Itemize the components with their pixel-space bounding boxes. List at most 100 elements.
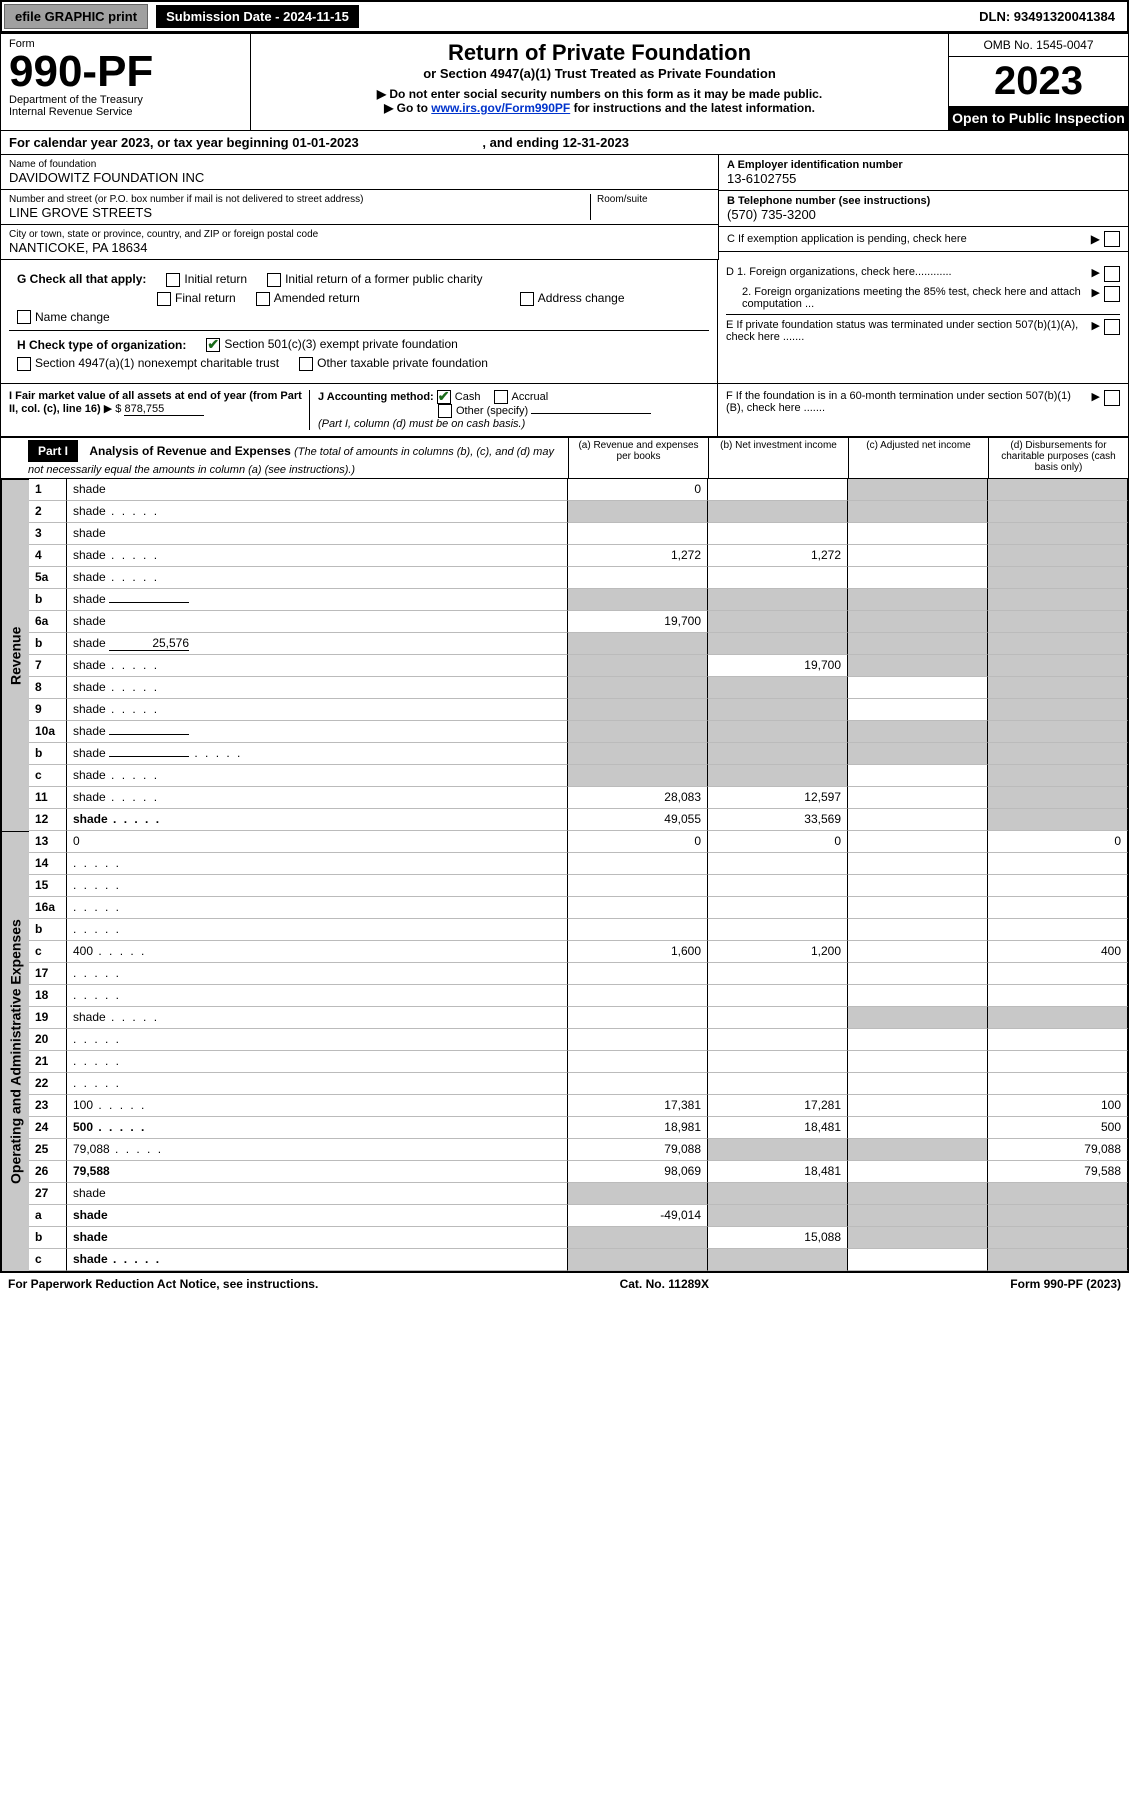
line-number: 2: [29, 501, 67, 523]
j-cash-checkbox[interactable]: [437, 390, 451, 404]
cell-value: [708, 1007, 848, 1029]
j-other-checkbox[interactable]: [438, 404, 452, 418]
cell-value: [848, 853, 988, 875]
calendar-year-line: For calendar year 2023, or tax year begi…: [1, 131, 1128, 155]
entity-info: Name of foundation DAVIDOWITZ FOUNDATION…: [1, 155, 1128, 260]
g-initial-former-checkbox[interactable]: [267, 273, 281, 287]
line-description: shade: [67, 1205, 568, 1227]
cell-value: 1,272: [708, 545, 848, 567]
street-value: LINE GROVE STREETS: [9, 205, 590, 220]
cell-value: [848, 1161, 988, 1183]
cell-value: [568, 919, 708, 941]
cell-value: [988, 1073, 1128, 1095]
cell-shaded: [988, 1249, 1128, 1271]
i-value: 878,755: [124, 403, 204, 416]
line-number: 26: [29, 1161, 67, 1183]
cell-shaded: [988, 743, 1128, 765]
irs-link[interactable]: www.irs.gov/Form990PF: [431, 101, 570, 115]
cell-shaded: [988, 633, 1128, 655]
cell-shaded: [568, 633, 708, 655]
form-note-1: ▶ Do not enter social security numbers o…: [261, 87, 938, 101]
cell-shaded: [988, 611, 1128, 633]
section-i-j-row: I Fair market value of all assets at end…: [1, 384, 1128, 437]
form-header: Form 990-PF Department of the Treasury I…: [1, 34, 1128, 131]
line-number: 12: [29, 809, 67, 831]
d1-checkbox[interactable]: [1104, 266, 1120, 282]
cell-value: [848, 919, 988, 941]
line-description: shade: [67, 765, 568, 787]
j-label: J Accounting method:: [318, 391, 434, 403]
line-description: shade: [67, 1183, 568, 1205]
section-g-row: G Check all that apply: Initial return I…: [1, 260, 1128, 384]
cell-value: [848, 963, 988, 985]
cell-shaded: [708, 677, 848, 699]
cell-shaded: [988, 655, 1128, 677]
line-description: shade: [67, 743, 568, 765]
line-number: b: [29, 1227, 67, 1249]
line-description: [67, 1051, 568, 1073]
footer-left: For Paperwork Reduction Act Notice, see …: [8, 1277, 318, 1291]
cell-value: [708, 523, 848, 545]
line-number: 9: [29, 699, 67, 721]
phone-label: B Telephone number (see instructions): [727, 195, 1120, 207]
cell-value: [988, 897, 1128, 919]
line-number: 8: [29, 677, 67, 699]
omb-number: OMB No. 1545-0047: [949, 34, 1128, 57]
line-description: 100: [67, 1095, 568, 1117]
cell-value: [848, 897, 988, 919]
cell-shaded: [568, 677, 708, 699]
g-name-change-checkbox[interactable]: [17, 310, 31, 324]
line-number: 1: [29, 479, 67, 501]
cell-value: [568, 853, 708, 875]
cell-value: 500: [988, 1117, 1128, 1139]
j-accrual-checkbox[interactable]: [494, 390, 508, 404]
tax-year: 2023: [949, 57, 1128, 106]
cell-value: [848, 1117, 988, 1139]
e-checkbox[interactable]: [1104, 319, 1120, 335]
cell-shaded: [988, 787, 1128, 809]
cell-value: [988, 985, 1128, 1007]
g-final-return-checkbox[interactable]: [157, 292, 171, 306]
line-number: b: [29, 743, 67, 765]
line-description: shade 25,576: [67, 633, 568, 655]
line-number: 22: [29, 1073, 67, 1095]
c-checkbox[interactable]: [1104, 231, 1120, 247]
cell-value: 0: [568, 479, 708, 501]
g-initial-return-checkbox[interactable]: [166, 273, 180, 287]
line-description: shade: [67, 809, 568, 831]
cell-shaded: [708, 1205, 848, 1227]
dept-label: Department of the Treasury: [9, 94, 242, 106]
ein-value: 13-6102755: [727, 171, 1120, 186]
line-description: shade: [67, 545, 568, 567]
line-number: a: [29, 1205, 67, 1227]
f-checkbox[interactable]: [1104, 390, 1120, 406]
g-address-change-checkbox[interactable]: [520, 292, 534, 306]
cell-value: 0: [708, 831, 848, 853]
cell-value: 18,481: [708, 1161, 848, 1183]
cell-value: [848, 1095, 988, 1117]
cell-value: 28,083: [568, 787, 708, 809]
h-other-taxable-checkbox[interactable]: [299, 357, 313, 371]
line-description: shade: [67, 677, 568, 699]
line-number: 3: [29, 523, 67, 545]
cell-value: [848, 677, 988, 699]
efile-print-button[interactable]: efile GRAPHIC print: [4, 4, 148, 29]
line-description: [67, 853, 568, 875]
cell-shaded: [988, 479, 1128, 501]
cell-shaded: [988, 523, 1128, 545]
form-container: Form 990-PF Department of the Treasury I…: [0, 33, 1129, 1272]
line-description: shade: [67, 589, 568, 611]
cell-shaded: [568, 1183, 708, 1205]
h-4947-checkbox[interactable]: [17, 357, 31, 371]
h-501c3-checkbox[interactable]: [206, 338, 220, 352]
line-description: [67, 919, 568, 941]
foundation-name: DAVIDOWITZ FOUNDATION INC: [9, 170, 710, 185]
cell-shaded: [848, 721, 988, 743]
col-a-header: (a) Revenue and expenses per books: [568, 438, 708, 478]
line-description: shade: [67, 611, 568, 633]
g-amended-return-checkbox[interactable]: [256, 292, 270, 306]
d2-checkbox[interactable]: [1104, 286, 1120, 302]
cell-shaded: [708, 1139, 848, 1161]
city-value: NANTICOKE, PA 18634: [9, 240, 710, 255]
line-number: 6a: [29, 611, 67, 633]
